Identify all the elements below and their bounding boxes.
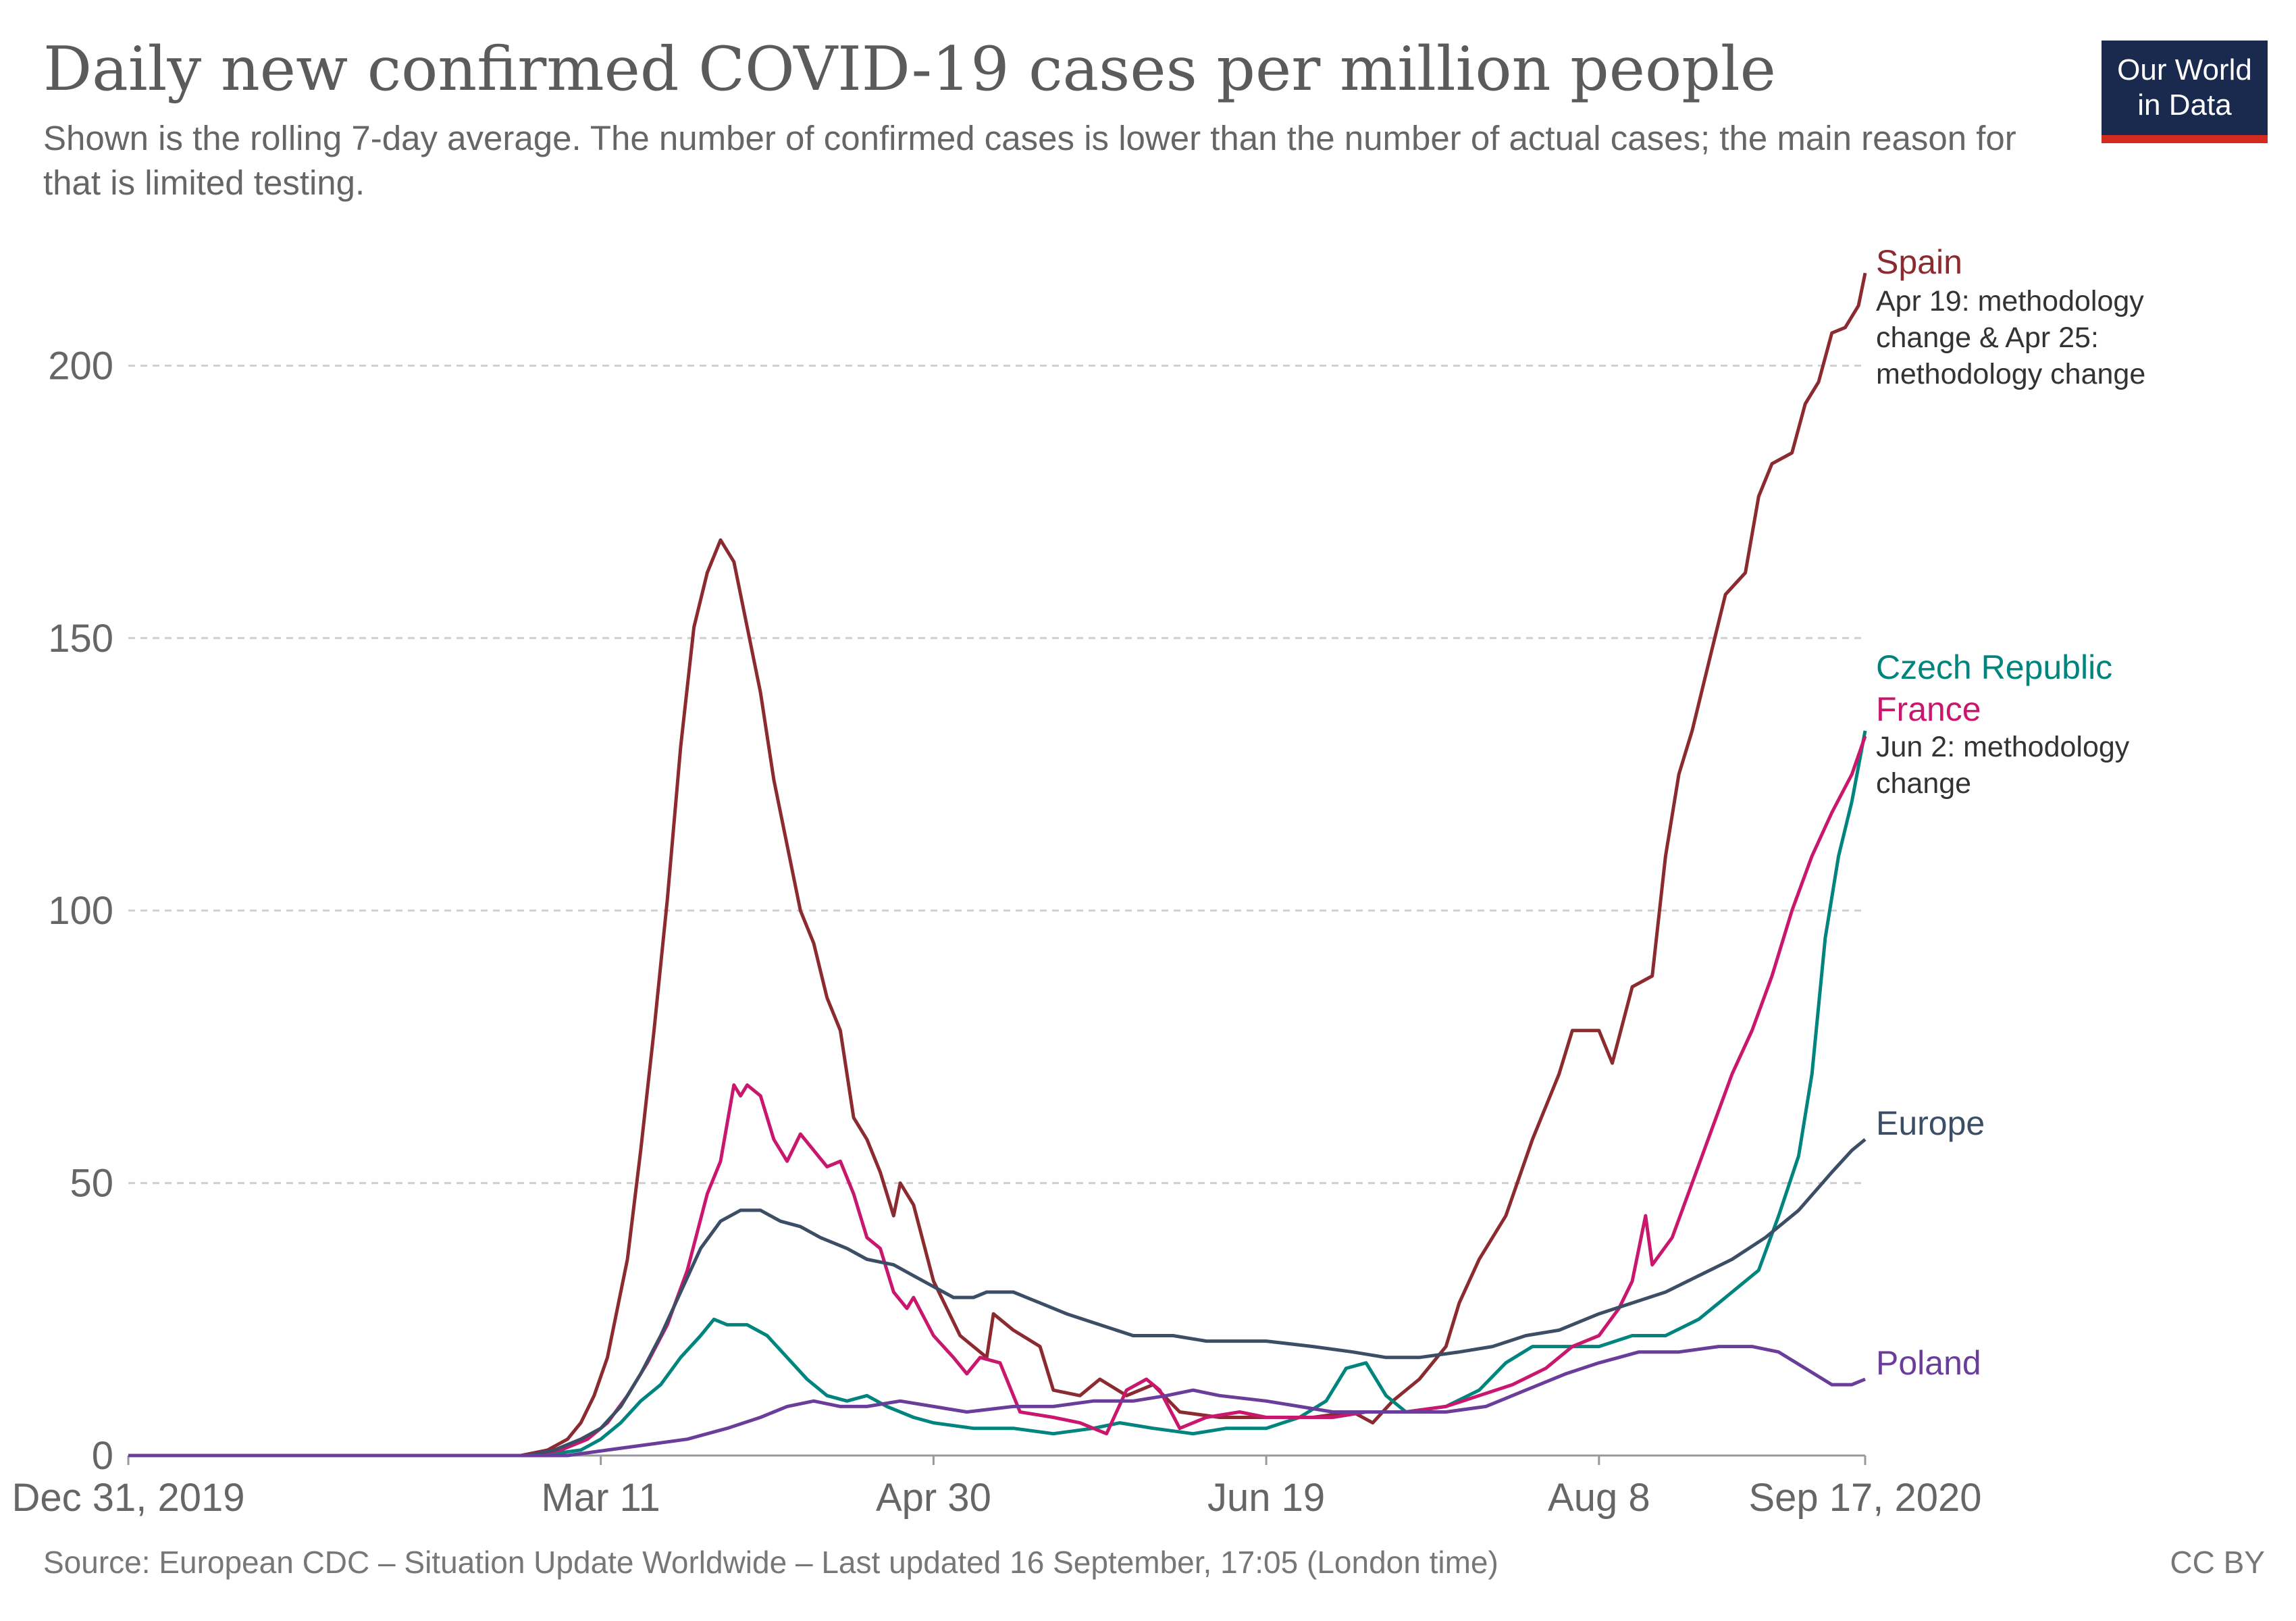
series-lines xyxy=(128,272,1867,1458)
y-axis-ticks: 0 50 100 150 200 xyxy=(48,344,113,1478)
series-line-czech-republic[interactable] xyxy=(128,730,1867,1458)
chart-title: Daily new confirmed COVID-19 cases per m… xyxy=(43,34,1776,105)
chart-subtitle: Shown is the rolling 7-day average. The … xyxy=(43,119,2016,202)
gridlines xyxy=(128,364,1865,1185)
series-label-spain: Spain xyxy=(1876,243,1962,281)
x-tick-label: Jun 19 xyxy=(1207,1476,1325,1520)
license-link[interactable]: CC BY xyxy=(2170,1545,2265,1580)
annotation-spain: Apr 19: methodology xyxy=(1876,285,2144,317)
series-line-poland[interactable] xyxy=(128,1345,1866,1458)
series-line-france[interactable] xyxy=(128,736,1867,1458)
y-tick-label: 0 xyxy=(92,1434,113,1478)
series-labels: Spain Apr 19: methodology change & Apr 25:… xyxy=(1876,243,2145,1382)
owid-logo[interactable]: Our World in Data xyxy=(2102,41,2268,143)
x-tick-label: Mar 11 xyxy=(542,1476,660,1520)
logo-line-2: in Data xyxy=(2137,88,2232,122)
x-tick-label: Aug 8 xyxy=(1548,1476,1650,1520)
series-label-poland: Poland xyxy=(1876,1344,1981,1382)
series-line-europe[interactable] xyxy=(128,1138,1867,1458)
annotation-spain: change & Apr 25: xyxy=(1876,321,2099,354)
y-tick-label: 50 xyxy=(70,1162,113,1206)
series-label-france: France xyxy=(1876,690,1981,728)
series-label-europe: Europe xyxy=(1876,1104,1985,1142)
y-tick-label: 100 xyxy=(48,889,113,933)
source-note: Source: European CDC – Situation Update … xyxy=(43,1545,1498,1580)
x-tick-label: Sep 17, 2020 xyxy=(1748,1476,1981,1520)
series-line-spain[interactable] xyxy=(128,272,1867,1458)
x-tick-label: Dec 31, 2019 xyxy=(11,1476,244,1520)
series-label-czech-republic: Czech Republic xyxy=(1876,648,2112,686)
annotation-france: Jun 2: methodology xyxy=(1876,731,2130,763)
x-tick-label: Apr 30 xyxy=(876,1476,991,1520)
x-axis: Dec 31, 2019 Mar 11 Apr 30 Jun 19 Aug 8 Sep 1… xyxy=(11,1454,1982,1520)
y-tick-label: 150 xyxy=(48,617,113,661)
y-tick-label: 200 xyxy=(48,344,113,388)
logo-line-1: Our World xyxy=(2117,53,2252,86)
annotation-spain: methodology change xyxy=(1876,358,2145,390)
annotation-france: change xyxy=(1876,767,1971,800)
